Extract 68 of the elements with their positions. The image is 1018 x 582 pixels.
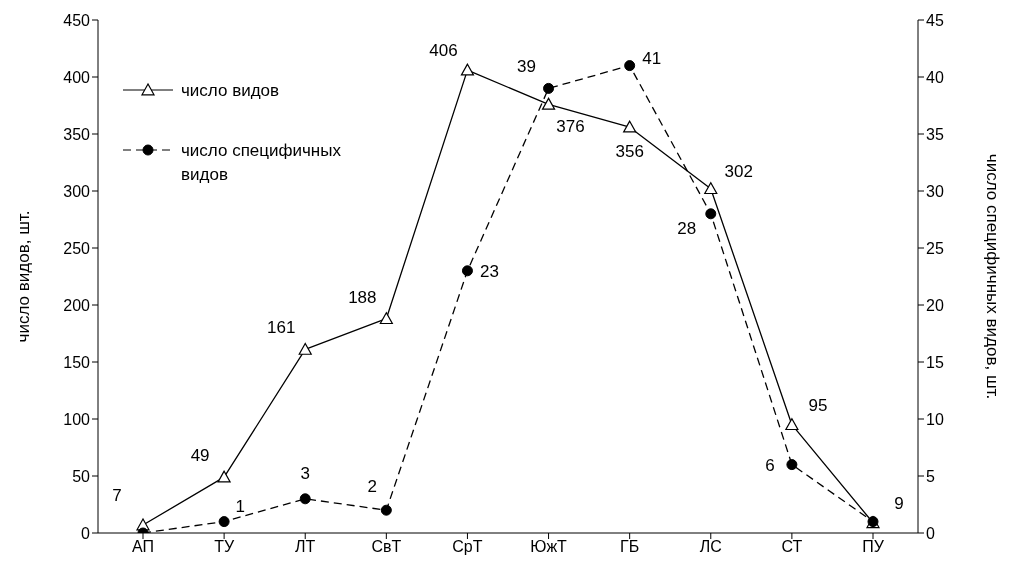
x-tick-label: ГБ <box>620 538 640 556</box>
y2-tick-label: 35 <box>926 125 944 143</box>
point <box>218 516 230 528</box>
data-label: 406 <box>429 41 458 61</box>
point <box>298 342 312 355</box>
point <box>705 208 717 220</box>
data-label: 356 <box>615 142 644 162</box>
y-tick-label: 200 <box>63 296 91 314</box>
point <box>217 470 231 483</box>
x-tick-label: ЛТ <box>295 538 316 556</box>
data-label: 28 <box>677 218 697 238</box>
y-axis-title: число видов, шт. <box>14 210 34 343</box>
legend-label: число специфичных видов <box>181 141 342 184</box>
data-label: 7 <box>112 486 122 506</box>
x-tick-label: ТУ <box>214 538 235 556</box>
y2-tick-label: 5 <box>926 467 935 485</box>
y2-tick-label: 10 <box>926 410 944 428</box>
data-label: 1 <box>235 496 245 516</box>
data-label: 9 <box>894 493 904 513</box>
y-tick-label: 150 <box>63 353 91 371</box>
point <box>460 63 475 76</box>
x-tick-label: ПУ <box>862 538 885 556</box>
y2-tick-label: 25 <box>926 239 944 257</box>
data-label: 376 <box>556 117 585 137</box>
data-label: 6 <box>765 455 775 475</box>
y2-tick-label: 20 <box>926 296 944 314</box>
data-label: 188 <box>348 287 377 307</box>
y-tick-label: 400 <box>63 68 91 86</box>
x-tick-label: АП <box>132 538 154 556</box>
point <box>786 459 798 471</box>
y2-tick-label: 40 <box>926 68 944 86</box>
point <box>785 418 799 431</box>
data-label: 23 <box>479 261 499 281</box>
point <box>623 120 637 133</box>
point <box>624 60 636 72</box>
data-label: 41 <box>642 48 662 68</box>
x-tick-label: СрТ <box>452 538 483 556</box>
point <box>379 312 393 325</box>
data-label: 3 <box>300 463 310 483</box>
data-label: 95 <box>808 395 828 415</box>
point <box>704 182 718 195</box>
x-tick-label: СвТ <box>371 538 402 556</box>
point <box>541 97 556 110</box>
y2-tick-label: 45 <box>926 11 944 29</box>
point <box>299 493 311 505</box>
y2-axis-title: число специфичных видов, шт. <box>982 153 1002 400</box>
y2-tick-label: 15 <box>926 353 944 371</box>
point <box>543 82 555 94</box>
data-label: 302 <box>724 161 753 181</box>
data-label: 39 <box>517 57 537 77</box>
y2-tick-label: 0 <box>926 524 935 542</box>
point <box>461 265 473 277</box>
y-tick-label: 0 <box>81 524 91 542</box>
y-tick-label: 100 <box>63 410 91 428</box>
data-label: 161 <box>267 318 296 338</box>
y-tick-label: 350 <box>63 125 91 143</box>
x-tick-label: СТ <box>781 538 803 556</box>
y-tick-label: 50 <box>72 467 91 485</box>
data-label: 49 <box>190 446 210 466</box>
x-tick-label: ЮжТ <box>530 538 568 556</box>
x-tick-label: ЛС <box>699 538 722 556</box>
legend-label: число видов <box>181 81 280 100</box>
y-tick-label: 250 <box>63 239 91 257</box>
point <box>380 504 392 516</box>
y-tick-label: 450 <box>63 11 91 29</box>
y2-tick-label: 30 <box>926 182 944 200</box>
data-label: 2 <box>367 477 378 497</box>
y-tick-label: 300 <box>63 182 91 200</box>
